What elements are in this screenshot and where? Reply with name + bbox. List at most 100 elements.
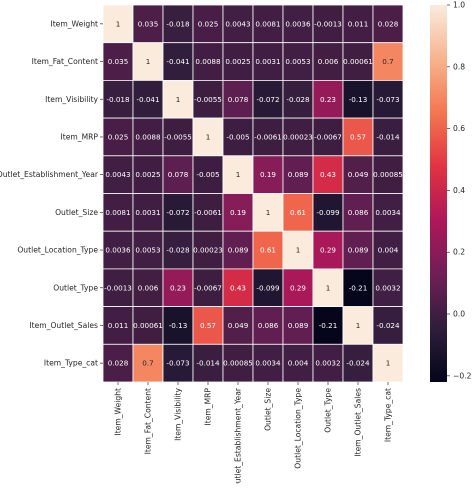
heatmap-cell [372,4,404,44]
y-tick-labels: Item_Weight Item_Fat_Content Item_Visibili… [0,19,103,368]
x-tick-label: Outlet_Type [324,388,333,433]
cell-value-label: 0.004 [288,359,309,368]
cell-value-label: 0.028 [108,359,129,368]
cell-value-label: 1 [176,95,181,104]
heatmap-cell [342,306,374,345]
cell-value-label: 0.035 [108,57,129,66]
heatmap-cell [192,230,224,270]
heatmap-cell [282,155,314,194]
heatmap-cell [372,306,404,345]
cell-value-label: 0.19 [230,208,246,217]
cell-value-label: 0.0032 [315,359,340,368]
cell-value-label: 0.0088 [135,132,161,141]
heatmap-cell [192,193,224,232]
cell-value-label: 0.004 [378,246,399,255]
heatmap-cell [372,268,404,307]
heatmap-cell [312,42,344,81]
heatmap-cell [312,343,344,383]
cell-value-label: 0.7 [142,359,153,368]
cell-annotations: 1 0.035 -0.018 0.025 0.0043 0.0081 0.0036 -0.00… [104,19,403,367]
cell-value-label: -0.024 [346,359,370,368]
cell-value-label: 0.7 [382,57,393,66]
heatmap-cell [252,343,284,383]
heatmap-cell [102,117,134,157]
cell-value-label: 1 [296,246,301,255]
y-tick-label: Outlet_Type [53,283,98,292]
heatmap-cell [312,230,344,270]
cell-value-label: -0.0055 [194,95,222,104]
heatmap-cell [372,42,404,81]
x-tick-label: Item_MRP [204,388,213,426]
x-tick-label: Item_Type_cat [384,388,393,442]
colorbar-tick-label: 0.6 [453,124,465,133]
x-tick-label: Outlet_Establishment_Year [234,387,243,484]
colorbar-tick-label: 0.8 [453,62,465,71]
heatmap-cell [222,268,254,307]
cell-value-label: 0.089 [288,321,309,330]
cell-value-label: 0.0036 [285,19,311,28]
y-tick-label: Outlet_Location_Type [17,246,98,255]
y-tick-label: Outlet_Size [55,208,98,217]
cell-value-label: 1 [386,359,391,368]
cell-value-label: 0.025 [108,132,129,141]
heatmap-cell [282,230,314,270]
heatmap-cell [372,155,404,194]
heatmap-cell [312,268,344,307]
cell-value-label: -0.024 [376,321,400,330]
cell-value-label: -0.0013 [314,19,342,28]
cell-value-label: -0.0061 [194,208,222,217]
cell-value-label: 0.00085 [223,359,253,368]
heatmap-cell [252,268,284,307]
colorbar-tick-label: 0.0 [453,310,465,319]
cell-value-label: 0.0043 [105,170,130,179]
heatmap-cell [342,343,374,383]
heatmap-cell [252,4,284,44]
cell-value-label: 0.089 [348,246,369,255]
x-tick-label: Item_Fat_Content [144,388,153,454]
cell-value-label: 0.61 [260,246,276,255]
cell-value-label: 0.006 [138,283,159,292]
cell-value-label: 0.049 [348,170,369,179]
x-tick-labels: Item_Weight Item_Fat_Content Item_Visibili… [114,382,393,488]
cell-value-label: 0.089 [228,246,249,255]
heatmap-cell [342,230,374,270]
heatmap-cell [192,268,224,307]
cell-value-label: -0.0067 [194,283,222,292]
cell-value-label: 1 [356,321,361,330]
cell-value-label: 0.0053 [135,246,160,255]
heatmap-cell [132,4,164,44]
heatmap-cell [132,155,164,194]
heatmap-cell [342,193,374,232]
cell-value-label: 0.0034 [255,359,281,368]
cell-value-label: 0.078 [168,170,189,179]
x-tick-label: Outlet_Size [264,388,273,431]
cell-value-label: 0.19 [260,170,276,179]
cell-value-label: 0.00061 [343,57,373,66]
heatmap-cell [102,230,134,270]
cell-value-label: 0.078 [228,95,249,104]
heatmap-cell [282,343,314,383]
heatmap-cell [162,80,194,119]
heatmap-cell [372,117,404,157]
cell-value-label: -0.005 [196,170,219,179]
cell-value-label: 0.028 [378,19,399,28]
cell-value-label: 0.035 [138,19,159,28]
colorbar-tick-label: 0.2 [453,248,465,257]
heatmap-cell [342,155,374,194]
cell-value-label: -0.13 [169,321,188,330]
heatmap-cell [132,42,164,81]
cell-value-label: -0.072 [166,208,189,217]
heatmap-cell [192,306,224,345]
cell-value-label: -0.028 [166,246,190,255]
colorbar-tick-label: −0.2 [453,371,472,380]
cell-value-label: 0.57 [200,321,216,330]
cell-value-label: 0.29 [290,283,306,292]
heatmap-cell [192,42,224,81]
cell-value-label: 0.089 [288,170,309,179]
cell-value-label: 0.0081 [255,19,280,28]
cell-value-label: -0.041 [166,57,189,66]
heatmap-cell [102,343,134,383]
cell-value-label: -0.21 [349,283,368,292]
